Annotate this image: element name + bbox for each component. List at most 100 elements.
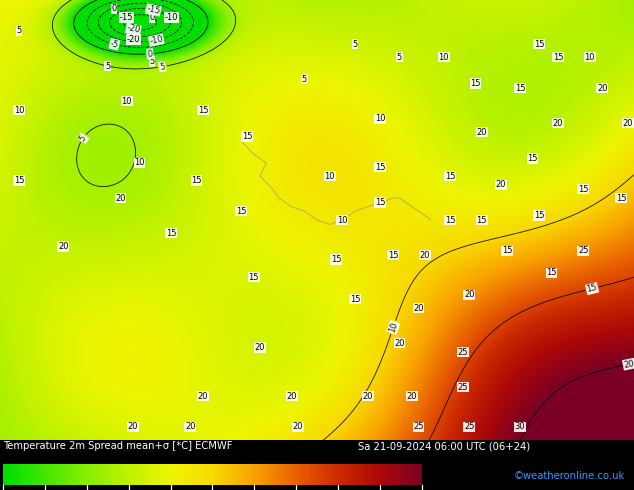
Bar: [41, 464, 43, 485]
Bar: [405, 464, 407, 485]
Text: -5: -5: [109, 39, 119, 49]
Text: 10: 10: [337, 216, 347, 224]
Bar: [45, 464, 47, 485]
Bar: [67, 464, 69, 485]
Bar: [413, 464, 415, 485]
Bar: [123, 464, 125, 485]
Text: ©weatheronline.co.uk: ©weatheronline.co.uk: [514, 471, 624, 481]
Bar: [108, 464, 110, 485]
Bar: [302, 464, 304, 485]
Text: 25: 25: [458, 347, 468, 357]
Bar: [289, 464, 291, 485]
Bar: [378, 464, 380, 485]
Bar: [215, 464, 217, 485]
Bar: [346, 464, 348, 485]
Bar: [27, 464, 29, 485]
Text: 0: 0: [150, 13, 155, 22]
Bar: [60, 464, 62, 485]
Bar: [66, 464, 68, 485]
Bar: [93, 464, 94, 485]
Bar: [320, 464, 322, 485]
Bar: [74, 464, 76, 485]
Bar: [250, 464, 252, 485]
Bar: [129, 464, 131, 485]
Text: 20: 20: [623, 359, 634, 369]
Text: 15: 15: [242, 132, 252, 141]
Bar: [260, 464, 262, 485]
Bar: [399, 464, 401, 485]
Bar: [316, 464, 318, 485]
Bar: [87, 464, 89, 485]
Bar: [120, 464, 122, 485]
Text: 15: 15: [547, 269, 557, 277]
Bar: [210, 464, 212, 485]
Bar: [80, 464, 82, 485]
Text: 10: 10: [375, 114, 385, 123]
Bar: [77, 464, 79, 485]
Bar: [410, 464, 413, 485]
Bar: [288, 464, 290, 485]
Bar: [15, 464, 16, 485]
Text: 25: 25: [464, 422, 474, 431]
Bar: [81, 464, 83, 485]
Bar: [176, 464, 178, 485]
Bar: [219, 464, 221, 485]
Bar: [36, 464, 37, 485]
Bar: [24, 464, 26, 485]
Bar: [368, 464, 371, 485]
Bar: [254, 464, 256, 485]
Bar: [402, 464, 404, 485]
Text: 20: 20: [477, 127, 487, 137]
Bar: [297, 464, 299, 485]
Text: -20: -20: [126, 24, 141, 35]
Text: -15: -15: [146, 4, 161, 16]
Bar: [389, 464, 392, 485]
Text: 5: 5: [78, 133, 88, 143]
Bar: [137, 464, 139, 485]
Text: 0: 0: [147, 49, 153, 58]
Bar: [391, 464, 393, 485]
Bar: [191, 464, 193, 485]
Text: 15: 15: [14, 176, 24, 185]
Bar: [88, 464, 90, 485]
Bar: [59, 464, 61, 485]
Bar: [365, 464, 366, 485]
Bar: [325, 464, 327, 485]
Bar: [212, 464, 214, 485]
Bar: [38, 464, 40, 485]
Text: 15: 15: [375, 163, 385, 172]
Bar: [387, 464, 389, 485]
Bar: [46, 464, 48, 485]
Bar: [75, 464, 78, 485]
Text: 15: 15: [166, 229, 176, 238]
Bar: [107, 464, 108, 485]
Bar: [70, 464, 72, 485]
Bar: [115, 464, 117, 485]
Bar: [52, 464, 54, 485]
Text: 0: 0: [112, 4, 117, 13]
Text: 15: 15: [191, 176, 202, 185]
Bar: [345, 464, 347, 485]
Text: 5: 5: [105, 62, 110, 71]
Bar: [278, 464, 280, 485]
Bar: [190, 464, 192, 485]
Bar: [384, 464, 386, 485]
Bar: [282, 464, 284, 485]
Bar: [238, 464, 240, 485]
Bar: [18, 464, 20, 485]
Bar: [239, 464, 241, 485]
Text: -15: -15: [120, 13, 134, 22]
Bar: [406, 464, 408, 485]
Bar: [317, 464, 319, 485]
Bar: [274, 464, 276, 485]
Bar: [358, 464, 359, 485]
Bar: [366, 464, 368, 485]
Text: 10: 10: [585, 53, 595, 62]
Bar: [147, 464, 149, 485]
Bar: [117, 464, 120, 485]
Bar: [134, 464, 136, 485]
Bar: [158, 464, 160, 485]
Text: 15: 15: [477, 216, 487, 224]
Bar: [283, 464, 285, 485]
Bar: [198, 464, 200, 485]
